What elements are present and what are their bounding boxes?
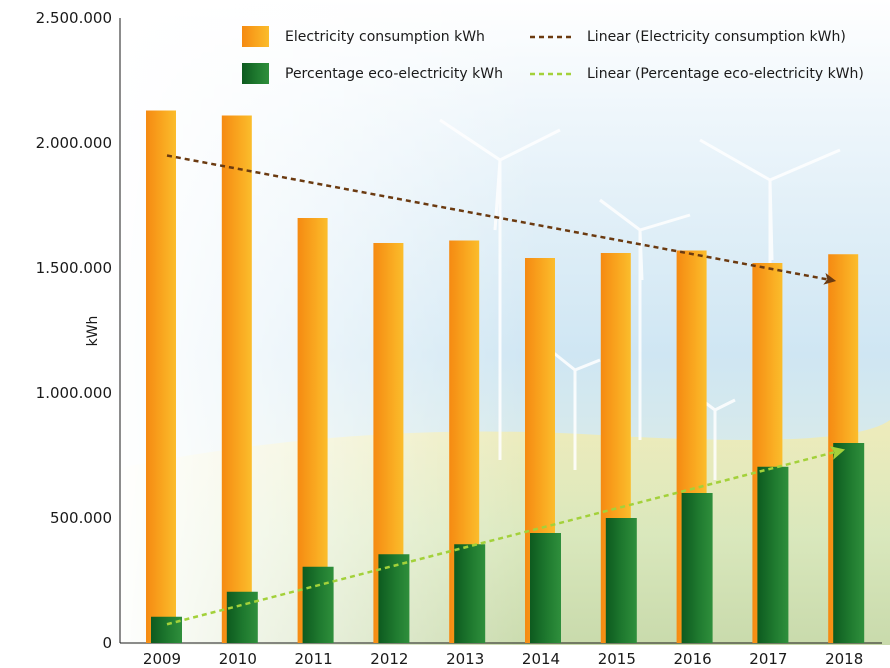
y-tick-label: 500.000 xyxy=(50,509,112,527)
y-tick-label: 0 xyxy=(102,634,112,652)
bar-eco-electricity-2013 xyxy=(454,544,486,643)
legend-item-eco-electricity: Percentage eco-electricity kWh xyxy=(242,63,503,84)
x-tick-label: 2013 xyxy=(446,650,484,668)
x-tick-label: 2015 xyxy=(598,650,636,668)
bar-eco-electricity-2014 xyxy=(530,533,561,643)
x-tick-label: 2009 xyxy=(143,650,181,668)
bar-eco-electricity-2017 xyxy=(757,466,789,643)
y-tick-label: 1.500.000 xyxy=(36,259,112,277)
bar-eco-electricity-2011 xyxy=(302,566,334,643)
legend-label-electricity: Electricity consumption kWh xyxy=(285,29,485,45)
trendline-eco-electricity xyxy=(166,446,846,626)
bar-eco-electricity-2012 xyxy=(378,554,410,643)
bar-electricity-2009 xyxy=(146,110,176,643)
legend-item-trend-electricity: Linear (Electricity consumption kWh) xyxy=(530,29,846,45)
bar-eco-electricity-2015 xyxy=(605,518,637,643)
bar-eco-electricity-2016 xyxy=(681,493,713,643)
legend-label-trend-eco-electricity: Linear (Percentage eco-electricity kWh) xyxy=(587,66,864,82)
trendline-electricity xyxy=(166,154,837,285)
legend-swatch-eco-electricity xyxy=(242,63,269,84)
legend-swatch-electricity xyxy=(242,26,269,47)
x-tick-label: 2011 xyxy=(295,650,333,668)
x-tick-label: 2012 xyxy=(370,650,408,668)
y-tick-label: 2.000.000 xyxy=(36,134,112,152)
legend-item-trend-eco-electricity: Linear (Percentage eco-electricity kWh) xyxy=(530,66,864,82)
y-axis-title: kWh xyxy=(85,316,101,347)
legend: Electricity consumption kWh Percentage e… xyxy=(242,26,864,84)
bar-electricity-2010 xyxy=(221,115,252,643)
y-tick-label: 1.000.000 xyxy=(36,384,112,402)
x-tick-label: 2014 xyxy=(522,650,560,668)
legend-label-trend-electricity: Linear (Electricity consumption kWh) xyxy=(587,29,846,45)
y-tick-label: 2.500.000 xyxy=(36,9,112,27)
legend-label-eco-electricity: Percentage eco-electricity kWh xyxy=(285,66,503,82)
bar-eco-electricity-2010 xyxy=(226,591,258,643)
x-tick-label: 2016 xyxy=(674,650,712,668)
x-tick-label: 2017 xyxy=(749,650,787,668)
bar-eco-electricity-2018 xyxy=(833,443,865,643)
x-tick-label: 2010 xyxy=(219,650,257,668)
legend-item-electricity: Electricity consumption kWh xyxy=(242,26,485,47)
x-tick-label: 2018 xyxy=(825,650,863,668)
